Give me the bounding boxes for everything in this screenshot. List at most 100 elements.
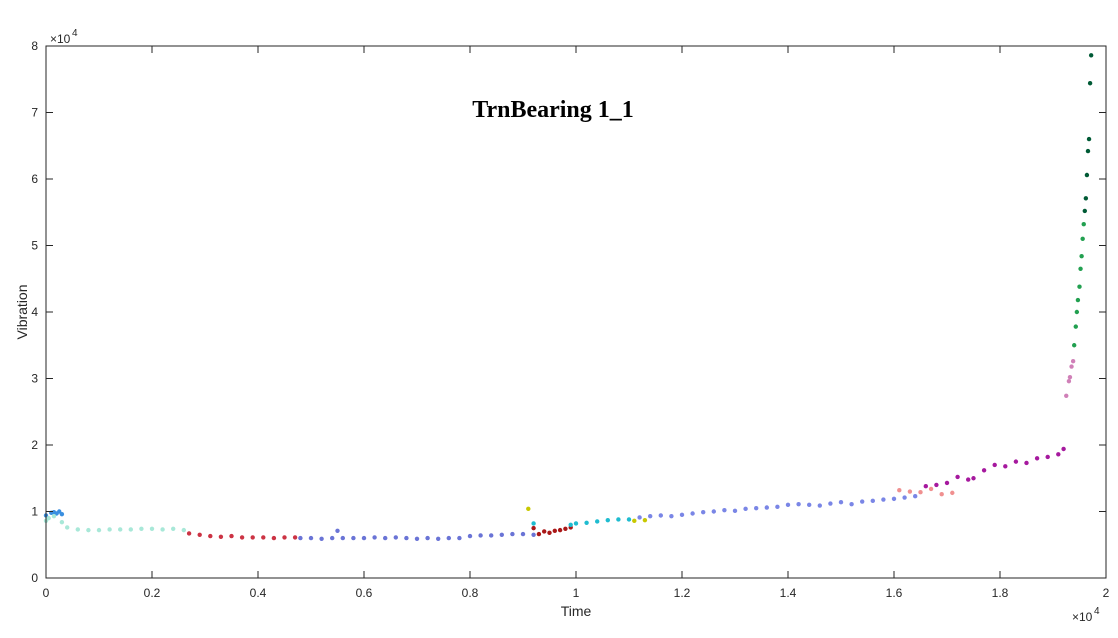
data-point <box>1081 222 1086 227</box>
data-point <box>817 503 822 508</box>
data-point <box>1034 456 1040 461</box>
data-point <box>785 502 791 508</box>
data-point <box>467 533 473 539</box>
data-point <box>282 535 287 540</box>
data-points <box>43 53 1094 541</box>
y-tick-label: 0 <box>31 571 38 585</box>
data-point <box>1087 81 1093 86</box>
data-point <box>208 533 213 539</box>
y-axis-exponent: ×10 4 <box>50 28 78 46</box>
data-point <box>584 520 589 526</box>
data-point <box>966 477 971 482</box>
data-point <box>669 513 674 519</box>
data-point <box>107 527 112 532</box>
data-point <box>489 533 494 538</box>
data-point <box>637 515 642 520</box>
data-point <box>531 532 536 537</box>
data-point <box>46 515 51 521</box>
data-point <box>928 486 934 492</box>
data-point <box>1074 309 1080 315</box>
data-point <box>547 530 552 535</box>
data-point <box>1045 454 1050 460</box>
x-exponent-base: ×10 <box>1072 610 1093 624</box>
data-point <box>335 528 340 533</box>
data-point <box>520 531 526 537</box>
y-tick-label: 3 <box>31 372 38 386</box>
data-point <box>1075 297 1081 303</box>
data-point <box>96 527 102 533</box>
data-point <box>128 527 133 532</box>
data-point <box>1003 464 1008 469</box>
data-point <box>239 535 245 540</box>
y-tick-label: 7 <box>31 106 38 120</box>
data-point <box>950 490 955 496</box>
data-point <box>1085 148 1091 154</box>
data-point <box>796 501 801 507</box>
data-point <box>642 517 648 523</box>
data-point <box>658 513 663 518</box>
data-point <box>971 476 976 481</box>
x-exponent-power: 4 <box>1094 606 1100 617</box>
data-point <box>51 513 57 519</box>
data-point <box>536 531 542 537</box>
data-point <box>457 535 462 541</box>
x-tick-label: 0.4 <box>250 586 267 600</box>
y-axis-label: Vibration <box>14 284 30 339</box>
data-point <box>1056 452 1061 457</box>
data-point <box>531 525 536 531</box>
data-point <box>319 536 324 541</box>
data-point <box>860 499 865 504</box>
data-point <box>992 462 997 468</box>
data-point <box>944 480 950 486</box>
data-point <box>59 519 65 525</box>
data-point <box>1086 136 1092 142</box>
data-point <box>1070 359 1076 364</box>
data-point <box>1069 364 1074 369</box>
y-tick-label: 1 <box>31 505 38 519</box>
data-point <box>754 505 759 511</box>
data-point <box>1083 196 1089 201</box>
data-point <box>478 533 483 538</box>
data-point <box>955 474 960 480</box>
data-point <box>526 506 531 512</box>
data-point <box>171 526 176 531</box>
data-point <box>218 534 224 539</box>
y-tick-label: 8 <box>31 39 38 53</box>
data-point <box>807 502 812 508</box>
data-point <box>616 517 621 522</box>
data-point <box>711 509 716 514</box>
x-tick-label: 0 <box>43 586 50 600</box>
x-tick-label: 0.6 <box>356 586 373 600</box>
y-exponent-power: 4 <box>72 28 78 39</box>
data-point <box>75 527 81 532</box>
data-point <box>775 504 780 510</box>
data-point <box>510 531 515 537</box>
data-point <box>250 535 255 540</box>
data-point <box>1084 172 1090 178</box>
data-point <box>118 527 123 532</box>
data-point <box>1024 460 1029 466</box>
data-point <box>552 528 557 533</box>
data-point <box>1072 343 1077 348</box>
data-point <box>351 535 356 541</box>
y-tick-label: 4 <box>31 305 38 319</box>
data-point <box>65 525 70 530</box>
data-point <box>229 533 234 539</box>
data-point <box>632 518 637 524</box>
y-tick-label: 5 <box>31 239 38 253</box>
data-point <box>913 494 918 499</box>
data-point <box>149 526 155 531</box>
data-point <box>383 535 388 541</box>
data-point <box>1066 378 1072 384</box>
data-point <box>1064 393 1069 398</box>
x-tick-label: 1.4 <box>780 586 797 600</box>
data-point <box>499 532 504 537</box>
data-point <box>605 517 610 523</box>
data-point <box>690 511 695 516</box>
data-point <box>679 512 685 518</box>
data-point <box>881 497 886 502</box>
data-point <box>981 468 987 473</box>
x-tick-label: 1.2 <box>674 586 691 600</box>
data-point <box>308 535 314 541</box>
data-point <box>573 521 579 526</box>
